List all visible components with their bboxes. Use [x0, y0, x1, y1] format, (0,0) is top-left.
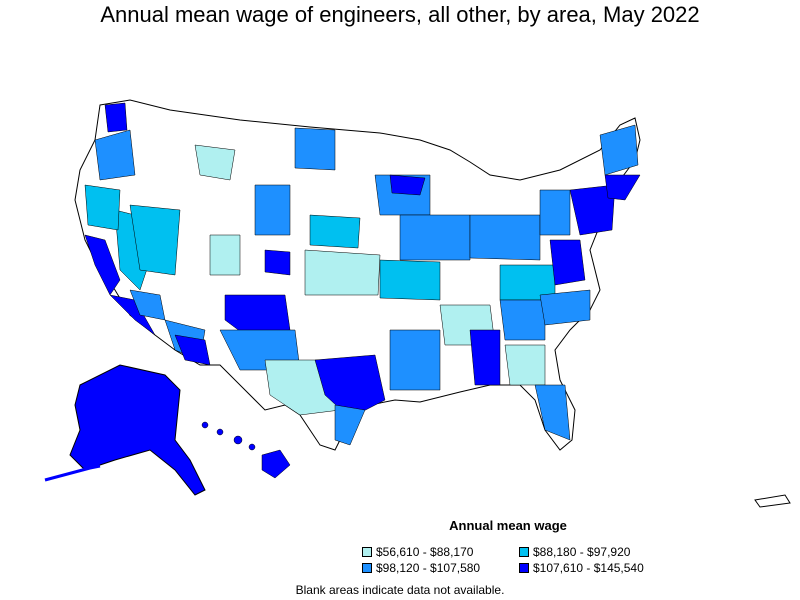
area-region — [104, 102, 128, 133]
area-region — [84, 184, 121, 231]
area-region — [599, 124, 639, 176]
area-region — [209, 234, 241, 276]
legend-item-1: $56,610 - $88,170 — [362, 545, 473, 559]
area-region — [504, 344, 546, 386]
area-region — [469, 329, 501, 386]
area-region — [174, 334, 211, 366]
area-region — [109, 294, 156, 336]
area-region — [399, 214, 471, 261]
area-regions — [84, 102, 641, 446]
area-region — [309, 214, 361, 249]
map-title: Annual mean wage of engineers, all other… — [100, 2, 700, 27]
alaska — [69, 364, 206, 496]
area-region — [314, 354, 386, 419]
legend-title: Annual mean wage — [449, 518, 567, 533]
area-region — [604, 174, 641, 201]
area-region — [84, 234, 121, 296]
legend-label-1: $56,610 - $88,170 — [376, 545, 474, 559]
legend-item-3: $98,120 - $107,580 — [362, 561, 480, 575]
hawaii — [201, 421, 291, 479]
area-region — [94, 129, 136, 181]
legend-item-4: $107,610 - $145,540 — [519, 561, 644, 575]
legend-swatch-4 — [519, 563, 529, 573]
area-region — [499, 299, 546, 341]
area-region — [294, 127, 336, 171]
area-region — [569, 184, 616, 236]
area-region — [389, 174, 426, 196]
area-region — [534, 384, 571, 441]
legend-swatch-2 — [519, 547, 529, 557]
legend-item-2: $88,180 - $97,920 — [519, 545, 630, 559]
area-region — [334, 404, 366, 446]
legend-label-3: $98,120 - $107,580 — [376, 561, 481, 575]
area-region — [194, 144, 236, 181]
legend-label-2: $88,180 - $97,920 — [533, 545, 631, 559]
alaska-islands — [44, 464, 101, 482]
area-region — [264, 249, 291, 276]
legend-label-4: $107,610 - $145,540 — [533, 561, 644, 575]
puerto-rico — [754, 494, 791, 508]
area-region — [389, 329, 441, 391]
area-region — [129, 204, 181, 276]
area-region — [539, 189, 571, 236]
area-region — [379, 259, 441, 301]
area-region — [469, 214, 541, 261]
area-region — [539, 289, 591, 326]
area-region — [304, 249, 381, 296]
legend-swatch-3 — [362, 563, 372, 573]
area-region — [254, 184, 291, 236]
legend-swatch-1 — [362, 547, 372, 557]
footnote: Blank areas indicate data not available. — [295, 583, 505, 597]
area-region — [549, 239, 586, 286]
